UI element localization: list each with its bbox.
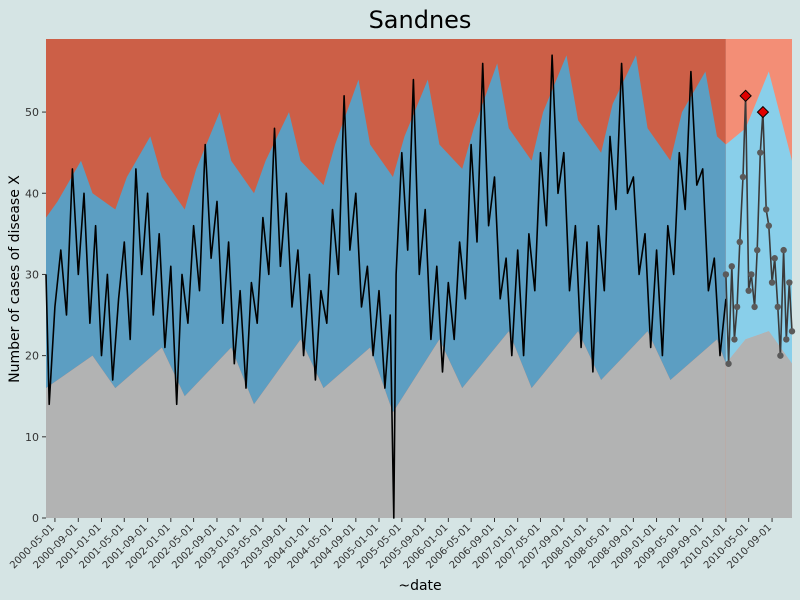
- predicted-point: [771, 255, 778, 262]
- predicted-point: [765, 222, 773, 229]
- predicted-point: [728, 263, 735, 270]
- y-tick-label: 30: [25, 268, 39, 281]
- y-tick-label: 50: [25, 106, 39, 119]
- predicted-point: [754, 246, 761, 254]
- alarm-marker: [739, 89, 752, 103]
- y-tick-label: 0: [32, 512, 39, 525]
- predicted-point: [788, 328, 796, 335]
- predicted-series-line: [725, 95, 793, 364]
- predicted-point: [736, 238, 743, 246]
- predicted-point: [762, 206, 770, 213]
- y-tick-label: 20: [25, 350, 39, 363]
- chart-title: Sandnes: [369, 6, 472, 34]
- predicted-point: [751, 303, 758, 311]
- x-axis: 2000-05-012000-09-012001-01-012001-05-01…: [8, 518, 774, 571]
- predicted-point: [780, 246, 787, 254]
- predicted-point: [774, 303, 781, 311]
- y-tick-label: 10: [25, 431, 39, 444]
- observed-series-line: [45, 54, 727, 519]
- predicted-point: [722, 271, 730, 278]
- y-tick-label: 40: [25, 187, 39, 200]
- x-axis-title: ~date: [398, 578, 441, 594]
- predicted-point: [768, 279, 776, 286]
- y-axis: 0 10 20 30 40 50: [25, 106, 46, 525]
- predicted-point: [739, 173, 747, 181]
- plot-area: [45, 39, 796, 519]
- alarm-marker: [756, 105, 770, 119]
- predicted-point: [783, 336, 790, 343]
- predicted-point: [725, 360, 732, 367]
- region-predicted: [725, 39, 792, 518]
- predicted-point: [757, 149, 764, 156]
- predicted-point: [733, 303, 741, 311]
- lower-region-predicted: [725, 331, 792, 518]
- predicted-point: [777, 352, 784, 359]
- region-observed: [46, 39, 726, 518]
- y-axis-title: Number of cases of disease X: [7, 175, 23, 383]
- predicted-point: [786, 279, 793, 286]
- predicted-point: [731, 336, 738, 343]
- predicted-point: [748, 271, 755, 278]
- lower-region-observed: [46, 331, 726, 518]
- predicted-point: [745, 287, 752, 294]
